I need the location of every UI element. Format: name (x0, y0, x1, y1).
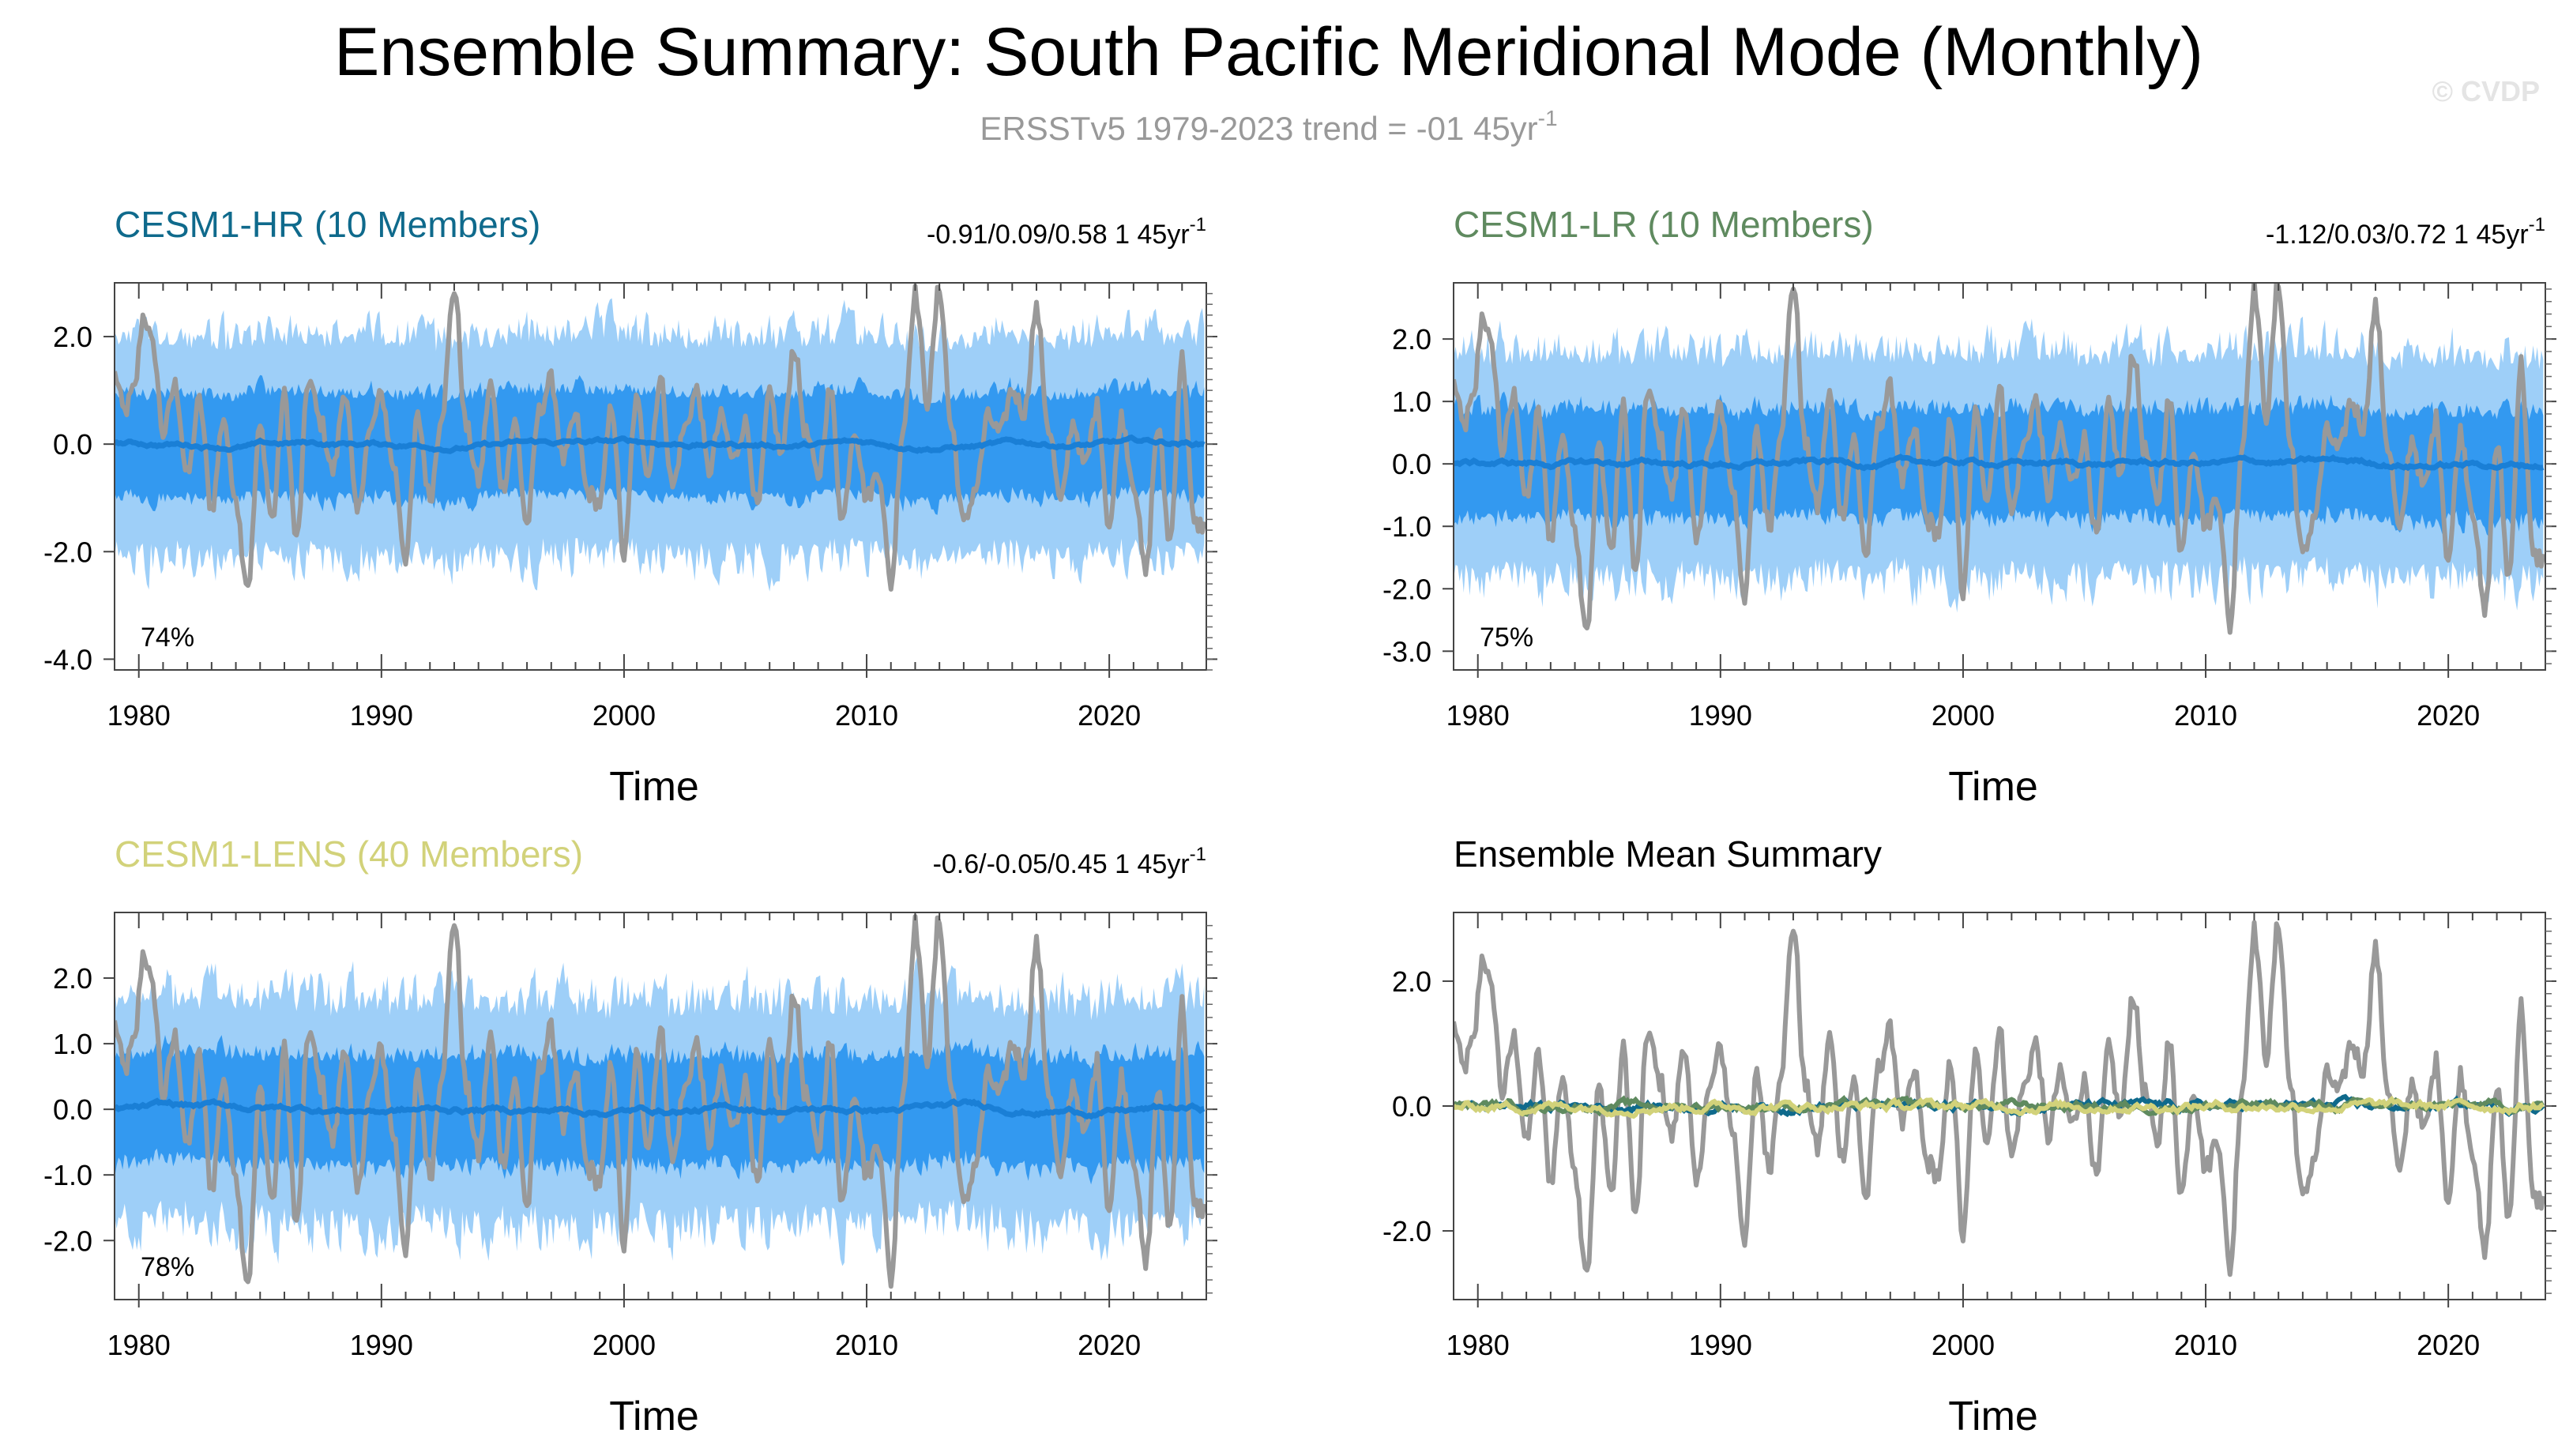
x-tick-label: 2020 (1078, 1329, 1141, 1361)
figure-title: Ensemble Summary: South Pacific Meridion… (334, 14, 2203, 90)
panel-trend-main: -0.6/-0.05/0.45 1 45yr (933, 849, 1190, 879)
panel-title: CESM1-LR (10 Members) (1454, 204, 1874, 245)
plot-area (115, 914, 1206, 1289)
x-tick-label: 2000 (592, 699, 656, 732)
x-tick-label: 2010 (835, 1329, 898, 1361)
x-tick-label: 2010 (835, 699, 898, 732)
figure-subtitle: ERSSTv5 1979-2023 trend = -01 45yr-1 (980, 106, 1557, 147)
y-tick-label: 0.0 (1392, 1090, 1431, 1123)
x-tick-label: 2000 (592, 1329, 656, 1361)
panel-trend-exponent: -1 (1190, 214, 1206, 235)
y-tick-label: -2.0 (43, 1225, 92, 1257)
y-tick-label: 0.0 (53, 428, 92, 461)
y-tick-label: -1.0 (1382, 510, 1431, 543)
panel-percent-label: 78% (141, 1252, 194, 1282)
observed-line (115, 914, 1206, 1289)
y-tick-label: 2.0 (1392, 965, 1431, 998)
panel-trend-main: -1.12/0.03/0.72 1 45yr (2266, 220, 2529, 250)
figure-subtitle-exponent: -1 (1538, 106, 1558, 130)
y-tick-label: -2.0 (1382, 573, 1431, 605)
y-tick-label: 1.0 (53, 1028, 92, 1060)
ensemble-mean-line (115, 1097, 1206, 1120)
observed-line (1454, 283, 2545, 635)
panel-title: Ensemble Mean Summary (1454, 833, 1882, 875)
panel-percent-label: 75% (1480, 623, 1533, 653)
y-tick-label: -4.0 (43, 643, 92, 675)
x-tick-label: 2020 (2417, 1329, 2480, 1361)
figure-subtitle-main: ERSSTv5 1979-2023 trend = -01 45yr (980, 110, 1537, 147)
panel-title: CESM1-LENS (40 Members) (115, 833, 583, 875)
ensemble-mean-line-lens (1454, 1095, 2545, 1119)
x-tick-label: 1990 (350, 699, 413, 732)
x-tick-label: 1990 (1689, 1329, 1752, 1361)
y-tick-label: -2.0 (1382, 1215, 1431, 1247)
panel-percent-label: 74% (141, 623, 194, 653)
plot-area (1454, 283, 2545, 635)
x-tick-label: 1990 (1689, 699, 1752, 732)
x-axis-label: Time (609, 1394, 699, 1439)
cvdp-credit: © CVDP (2432, 75, 2540, 107)
chart-panel-2: 1980 1990 2000 2010 2020 2.0 1.0 0.0 -1.0 -2.0 -3.… (1382, 204, 2556, 810)
x-tick-label: 2010 (2174, 1329, 2237, 1361)
x-axis-label: Time (1948, 1394, 2038, 1439)
observed-line (115, 284, 1206, 592)
panels-container: 1980 1990 2000 2010 2020 2.0 0.0 -2.0 -4.0 Time CE… (43, 204, 2556, 1439)
x-tick-label: 1980 (107, 699, 171, 732)
panel-trend: -0.6/-0.05/0.45 1 45yr-1 (933, 844, 1206, 879)
x-tick-label: 1990 (350, 1329, 413, 1361)
x-tick-label: 2000 (1932, 699, 1995, 732)
chart-panel-4: 1980 1990 2000 2010 2020 2.0 0.0 -2.0 Time Ensemb… (1382, 833, 2556, 1439)
y-tick-label: -3.0 (1382, 635, 1431, 668)
x-tick-label: 2000 (1932, 1329, 1995, 1361)
x-tick-label: 1980 (1446, 1329, 1510, 1361)
panel-trend-exponent: -1 (1190, 844, 1206, 865)
x-axis-label: Time (1948, 764, 2038, 810)
chart-panel-3: 1980 1990 2000 2010 2020 2.0 1.0 0.0 -1.0 -2.0 Tim… (43, 833, 1217, 1439)
ensemble-mean-line (1454, 453, 2545, 472)
panel-trend: -1.12/0.03/0.72 1 45yr-1 (2266, 214, 2545, 250)
ensemble-mean-line (115, 434, 1206, 454)
plot-area (1454, 920, 2545, 1277)
panel-title: CESM1-HR (10 Members) (115, 204, 540, 245)
y-tick-label: 0.0 (53, 1093, 92, 1126)
y-tick-label: 0.0 (1392, 448, 1431, 480)
y-tick-label: 2.0 (53, 962, 92, 995)
y-tick-label: 2.0 (1392, 323, 1431, 356)
chart-panel-1: 1980 1990 2000 2010 2020 2.0 0.0 -2.0 -4.0 Time CE… (43, 204, 1217, 810)
x-tick-label: 1980 (107, 1329, 171, 1361)
y-tick-label: -1.0 (43, 1159, 92, 1191)
x-tick-label: 1980 (1446, 699, 1510, 732)
observed-line (1454, 920, 2545, 1277)
x-tick-label: 2020 (1078, 699, 1141, 732)
plot-frame (114, 912, 1207, 1300)
y-tick-label: -2.0 (43, 536, 92, 568)
plot-area (115, 284, 1206, 592)
y-tick-label: 1.0 (1392, 386, 1431, 418)
panel-trend-main: -0.91/0.09/0.58 1 45yr (927, 220, 1190, 250)
panel-trend: -0.91/0.09/0.58 1 45yr-1 (927, 214, 1206, 250)
x-axis-label: Time (609, 764, 699, 810)
x-tick-label: 2020 (2417, 699, 2480, 732)
y-tick-label: 2.0 (53, 321, 92, 353)
panel-trend-exponent: -1 (2529, 214, 2545, 235)
x-tick-label: 2010 (2174, 699, 2237, 732)
